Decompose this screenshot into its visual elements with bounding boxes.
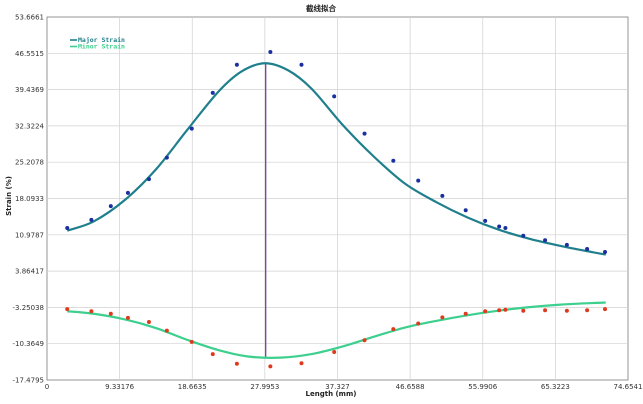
minor-strain-point <box>585 308 590 313</box>
y-tick-label: 46.5515 <box>15 50 44 58</box>
minor-strain-point <box>164 328 169 333</box>
minor-strain-point <box>108 311 113 316</box>
major-strain-series <box>65 50 608 256</box>
minor-strain-point <box>463 311 468 316</box>
major-strain-point <box>483 218 488 223</box>
major-strain-point <box>440 193 445 198</box>
major-strain-point <box>497 224 502 229</box>
minor-strain-point <box>125 315 130 320</box>
x-tick-label: 27.9953 <box>250 383 279 391</box>
major-strain-point <box>416 178 421 183</box>
y-tick-label: 25.2078 <box>15 159 44 167</box>
minor-strain-legend-label: Minor Strain <box>78 43 125 51</box>
y-tick-label: 18.0933 <box>15 195 44 203</box>
major-strain-point <box>210 90 215 95</box>
minor-strain-point <box>603 307 608 312</box>
major-strain-point <box>299 62 304 67</box>
minor-strain-point <box>497 308 502 313</box>
major-strain-legend-label: Major Strain <box>78 36 125 44</box>
minor-strain-point <box>210 352 215 357</box>
major-strain-fit-line <box>66 62 606 256</box>
major-strain-point <box>585 246 590 251</box>
major-strain-point <box>603 250 608 255</box>
y-tick-label: 3.86417 <box>15 268 44 276</box>
grid <box>47 17 628 380</box>
chart-title: 截线拟合 <box>306 3 336 13</box>
major-strain-point <box>108 204 113 209</box>
major-strain-point <box>164 155 169 160</box>
minor-strain-point <box>189 339 194 344</box>
minor-strain-point <box>440 315 445 320</box>
major-strain-point <box>268 50 273 55</box>
major-strain-point <box>362 131 367 136</box>
minor-strain-point <box>483 309 488 314</box>
minor-strain-point <box>332 350 337 355</box>
major-strain-point <box>234 62 239 67</box>
x-tick-label: 74.6541 <box>614 383 643 391</box>
x-tick-label: 18.6635 <box>178 383 207 391</box>
minor-strain-point <box>146 319 151 324</box>
major-strain-point <box>89 217 94 222</box>
series-layer <box>65 50 608 369</box>
minor-strain-point <box>521 308 526 313</box>
minor-strain-point <box>416 321 421 326</box>
minor-strain-point <box>503 307 508 312</box>
minor-strain-point <box>89 309 94 314</box>
minor-strain-point <box>564 308 569 313</box>
major-strain-point <box>65 226 70 231</box>
major-strain-point <box>189 126 194 131</box>
y-tick-label: -10.3649 <box>13 340 44 348</box>
minor-strain-point <box>362 338 367 343</box>
x-tick-label: 0 <box>45 383 49 391</box>
x-axis-title: Length (mm) <box>306 390 357 398</box>
minor-strain-point <box>65 307 70 312</box>
y-tick-label: 32.3224 <box>15 122 44 130</box>
major-strain-point <box>463 208 468 213</box>
y-tick-label: -17.4795 <box>13 377 44 385</box>
minor-strain-series <box>65 301 608 369</box>
major-strain-point <box>503 226 508 231</box>
y-axis-title: Strain (%) <box>5 176 13 216</box>
minor-strain-point <box>543 308 548 313</box>
x-tick-label: 65.3223 <box>541 383 570 391</box>
x-tick-label: 46.6588 <box>396 383 425 391</box>
major-strain-point <box>391 158 396 163</box>
y-tick-label: 53.6661 <box>15 14 44 22</box>
major-strain-point <box>543 238 548 243</box>
major-strain-point <box>146 177 151 182</box>
y-tick-label: -3.25038 <box>13 304 44 312</box>
major-strain-point <box>125 190 130 195</box>
x-tick-label: 55.9906 <box>468 383 497 391</box>
major-strain-point <box>332 94 337 99</box>
tick-labels: 0 9.33176 18.6635 27.9953 37.327 46.6588 55.99… <box>13 14 643 392</box>
minor-strain-fit-line <box>67 301 606 359</box>
minor-strain-point <box>268 364 273 369</box>
minor-strain-point <box>234 361 239 366</box>
x-tick-label: 37.327 <box>325 383 350 391</box>
major-strain-point <box>564 242 569 247</box>
minor-strain-point <box>299 361 304 366</box>
y-tick-label: 39.4369 <box>15 86 44 94</box>
minor-strain-point <box>391 327 396 332</box>
y-tick-label: 10.9787 <box>15 231 44 239</box>
x-tick-label: 9.33176 <box>105 383 134 391</box>
major-strain-point <box>521 233 526 238</box>
